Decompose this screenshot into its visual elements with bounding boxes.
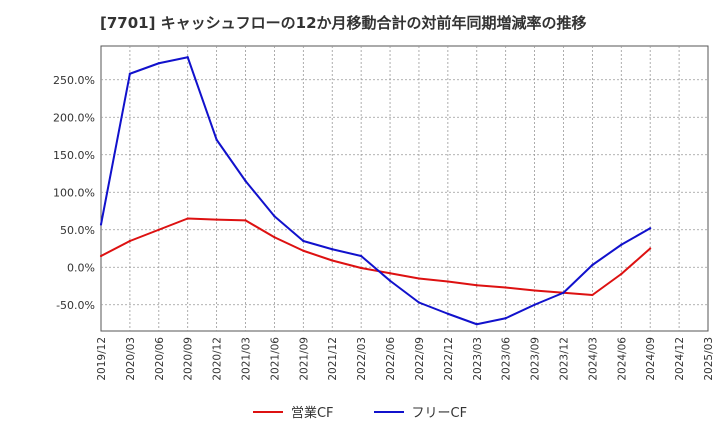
data-point-free-cf (273, 215, 276, 218)
legend-label-operating-cf: 営業CF (290, 406, 334, 421)
data-point-operating-cf (504, 286, 507, 289)
data-point-operating-cf (620, 272, 623, 276)
data-point-operating-cf (215, 218, 218, 221)
x-tick-label: 2021/03 (241, 337, 253, 381)
chart-svg: 250.0%200.0%150.0%100.0%50.0%0.0%-50.0% … (53, 45, 715, 381)
data-point-free-cf (591, 263, 594, 267)
data-point-operating-cf (128, 239, 132, 243)
series-layer (99, 56, 652, 326)
data-point-operating-cf (331, 259, 334, 262)
x-tick-label: 2021/09 (298, 337, 310, 381)
legend-item-operating-cf: 営業CF (252, 402, 334, 421)
data-point-free-cf (475, 323, 478, 326)
data-point-free-cf (562, 291, 565, 294)
x-tick-label: 2023/06 (501, 337, 513, 381)
x-tick-label: 2024/09 (645, 337, 657, 381)
x-tick-label: 2024/03 (587, 337, 599, 381)
data-point-operating-cf (360, 266, 363, 270)
data-point-free-cf (99, 223, 103, 226)
series-line-free-cf (100, 56, 651, 326)
x-tick-label: 2024/06 (616, 337, 628, 381)
y-tick-label: 250.0% (53, 74, 95, 87)
x-tick-label: 2022/12 (443, 337, 455, 381)
data-point-operating-cf (533, 289, 536, 292)
data-point-operating-cf (591, 293, 594, 297)
data-point-operating-cf (302, 249, 305, 252)
legend-item-free-cf: フリーCF (373, 402, 468, 421)
data-point-operating-cf (446, 280, 449, 283)
x-tick-label: 2020/03 (125, 337, 137, 381)
data-point-operating-cf (388, 272, 392, 275)
data-point-free-cf (649, 227, 652, 230)
data-point-free-cf (128, 72, 132, 75)
plot-frame (100, 45, 709, 332)
grid-layer (101, 46, 708, 331)
x-tick-label: 2025/03 (703, 337, 715, 381)
legend-label-free-cf: フリーCF (411, 406, 468, 421)
data-point-free-cf (215, 138, 218, 141)
x-tick-label: 2021/06 (269, 337, 281, 381)
data-point-free-cf (360, 254, 363, 258)
data-point-operating-cf (649, 247, 652, 250)
x-tick-label: 2020/12 (212, 337, 224, 381)
x-tick-label: 2022/03 (356, 337, 368, 381)
data-point-free-cf (417, 301, 421, 304)
legend-swatch-operating-cf (252, 410, 283, 413)
data-point-operating-cf (99, 254, 103, 258)
x-tick-label: 2022/09 (414, 337, 426, 381)
data-point-free-cf (302, 239, 305, 243)
data-point-operating-cf (475, 284, 478, 287)
x-tick-label: 2020/09 (183, 337, 195, 381)
data-point-free-cf (620, 243, 623, 246)
data-point-operating-cf (244, 219, 247, 222)
x-tick-label: 2022/06 (385, 337, 397, 381)
data-point-operating-cf (273, 236, 276, 239)
y-tick-label: 50.0% (60, 224, 95, 237)
x-tick-label: 2020/06 (154, 337, 166, 381)
series-line-operating-cf (100, 217, 651, 296)
data-point-free-cf (186, 56, 189, 59)
y-tick-label: 200.0% (53, 111, 95, 124)
y-tick-label: 100.0% (53, 186, 95, 199)
data-point-operating-cf (157, 228, 160, 231)
data-point-free-cf (388, 279, 392, 282)
legend-swatch-free-cf (373, 410, 404, 413)
data-point-free-cf (244, 179, 247, 183)
y-tick-layer: 250.0% 200.0% 150.0% 100.0% 50.0% 0.0% -50.0% (53, 74, 95, 312)
y-tick-label: 0.0% (67, 261, 95, 274)
y-tick-label: 150.0% (53, 149, 95, 162)
x-tick-label: 2023/09 (530, 337, 542, 381)
x-tick-label: 2023/12 (558, 337, 570, 381)
x-tick-label: 2024/12 (674, 337, 686, 381)
x-tick-label: 2023/03 (472, 337, 484, 381)
data-point-free-cf (533, 303, 536, 306)
x-tick-label: 2021/12 (327, 337, 339, 381)
data-point-free-cf (446, 312, 449, 315)
chart-title: [7701] キャッシュフローの12か月移動合計の対前年同期増減率の推移 (100, 14, 587, 32)
data-point-free-cf (331, 248, 334, 251)
x-tick-layer: 2019/12 2020/03 2020/06 2020/09 2020/12 2021/… (96, 337, 715, 381)
x-tick-label: 2019/12 (96, 337, 108, 381)
data-point-operating-cf (186, 217, 189, 220)
data-point-operating-cf (417, 277, 421, 280)
legend: 営業CF フリーCF (0, 402, 720, 421)
y-tick-label: -50.0% (56, 299, 95, 312)
data-point-free-cf (504, 317, 507, 320)
data-point-free-cf (157, 62, 160, 65)
